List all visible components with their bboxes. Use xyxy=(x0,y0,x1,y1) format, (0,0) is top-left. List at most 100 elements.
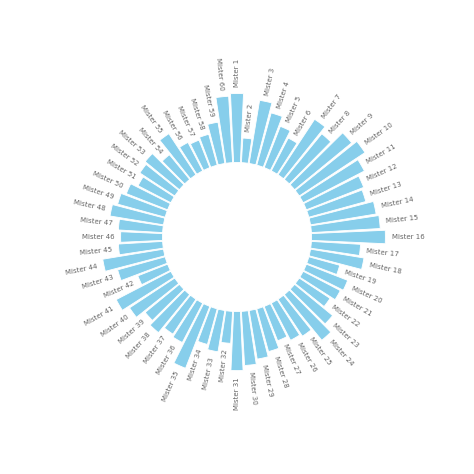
Polygon shape xyxy=(231,311,243,371)
Text: Mister 7: Mister 7 xyxy=(321,93,343,119)
Polygon shape xyxy=(257,307,279,352)
Polygon shape xyxy=(310,216,380,233)
Text: Mister 40: Mister 40 xyxy=(100,314,129,338)
Polygon shape xyxy=(304,264,347,290)
Polygon shape xyxy=(138,264,170,285)
Polygon shape xyxy=(160,134,196,179)
Text: Mister 2: Mister 2 xyxy=(245,104,254,132)
Text: Mister 43: Mister 43 xyxy=(81,274,114,290)
Polygon shape xyxy=(295,278,330,307)
Text: Mister 5: Mister 5 xyxy=(285,96,302,124)
Text: Mister 15: Mister 15 xyxy=(386,215,419,224)
Text: Mister 53: Mister 53 xyxy=(118,129,146,155)
Polygon shape xyxy=(230,93,244,163)
Text: Mister 31: Mister 31 xyxy=(234,377,240,410)
Text: Mister 23: Mister 23 xyxy=(332,322,360,348)
Polygon shape xyxy=(118,257,167,281)
Text: Mister 33: Mister 33 xyxy=(202,356,214,390)
Polygon shape xyxy=(110,205,165,225)
Text: Mister 42: Mister 42 xyxy=(103,280,135,299)
Polygon shape xyxy=(127,184,170,210)
Text: Mister 19: Mister 19 xyxy=(344,269,376,285)
Polygon shape xyxy=(216,96,233,164)
Polygon shape xyxy=(304,176,364,210)
Polygon shape xyxy=(264,127,290,170)
Polygon shape xyxy=(271,138,297,174)
Polygon shape xyxy=(208,122,225,165)
Polygon shape xyxy=(150,290,190,333)
Polygon shape xyxy=(241,138,252,164)
Text: Mister 34: Mister 34 xyxy=(188,348,203,381)
Polygon shape xyxy=(145,284,184,320)
Text: Mister 26: Mister 26 xyxy=(296,342,317,373)
Text: Mister 11: Mister 11 xyxy=(365,143,397,164)
Text: Mister 9: Mister 9 xyxy=(350,112,375,136)
Polygon shape xyxy=(138,177,174,203)
Text: Mister 58: Mister 58 xyxy=(189,98,205,130)
Polygon shape xyxy=(116,271,174,310)
Text: Mister 18: Mister 18 xyxy=(368,262,402,275)
Polygon shape xyxy=(309,249,364,269)
Text: Mister 41: Mister 41 xyxy=(84,306,115,327)
Text: Mister 51: Mister 51 xyxy=(105,159,137,181)
Polygon shape xyxy=(118,219,164,233)
Text: Mister 49: Mister 49 xyxy=(81,184,114,200)
Text: Mister 8: Mister 8 xyxy=(328,110,352,135)
Text: Mister 16: Mister 16 xyxy=(392,234,425,240)
Polygon shape xyxy=(173,300,203,343)
Polygon shape xyxy=(311,230,385,244)
Polygon shape xyxy=(310,241,361,255)
Polygon shape xyxy=(249,309,268,359)
Polygon shape xyxy=(145,154,184,190)
Text: Mister 14: Mister 14 xyxy=(381,197,414,210)
Polygon shape xyxy=(284,134,331,184)
Polygon shape xyxy=(264,304,287,341)
Polygon shape xyxy=(309,201,376,225)
Polygon shape xyxy=(162,155,190,184)
Text: Mister 3: Mister 3 xyxy=(264,67,276,96)
Text: Mister 21: Mister 21 xyxy=(342,296,373,317)
Text: Mister 59: Mister 59 xyxy=(202,84,214,118)
Text: Mister 56: Mister 56 xyxy=(162,109,183,141)
Text: Mister 60: Mister 60 xyxy=(215,57,225,91)
Polygon shape xyxy=(257,113,283,167)
Text: Mister 46: Mister 46 xyxy=(82,234,114,240)
Polygon shape xyxy=(221,310,233,343)
Text: Mister 39: Mister 39 xyxy=(118,319,146,345)
Polygon shape xyxy=(118,193,167,217)
Polygon shape xyxy=(307,257,340,274)
Polygon shape xyxy=(208,309,225,352)
Text: Mister 24: Mister 24 xyxy=(328,339,355,367)
Polygon shape xyxy=(290,284,333,324)
Polygon shape xyxy=(180,142,203,174)
Polygon shape xyxy=(249,100,272,165)
Text: Mister 37: Mister 37 xyxy=(143,335,167,365)
Polygon shape xyxy=(278,295,311,336)
Polygon shape xyxy=(200,134,217,167)
Text: Mister 22: Mister 22 xyxy=(330,304,360,328)
Text: Mister 54: Mister 54 xyxy=(137,127,164,155)
Polygon shape xyxy=(103,249,165,271)
Polygon shape xyxy=(307,190,366,217)
Polygon shape xyxy=(300,271,340,300)
Text: Mister 10: Mister 10 xyxy=(365,121,394,146)
Polygon shape xyxy=(300,160,365,203)
Polygon shape xyxy=(191,140,210,170)
Polygon shape xyxy=(120,232,163,242)
Text: Mister 47: Mister 47 xyxy=(80,218,113,227)
Polygon shape xyxy=(140,164,179,196)
Text: Mister 45: Mister 45 xyxy=(80,247,113,256)
Text: Mister 55: Mister 55 xyxy=(139,104,163,134)
Text: Mister 13: Mister 13 xyxy=(369,181,402,197)
Polygon shape xyxy=(241,310,256,365)
Text: Mister 6: Mister 6 xyxy=(293,109,313,137)
Text: Mister 17: Mister 17 xyxy=(366,247,399,257)
Polygon shape xyxy=(118,241,164,255)
Text: Mister 38: Mister 38 xyxy=(126,332,152,360)
Polygon shape xyxy=(295,141,365,196)
Text: Mister 12: Mister 12 xyxy=(366,163,398,182)
Polygon shape xyxy=(164,295,196,334)
Polygon shape xyxy=(129,278,179,317)
Polygon shape xyxy=(198,307,217,345)
Text: Mister 50: Mister 50 xyxy=(91,170,124,189)
